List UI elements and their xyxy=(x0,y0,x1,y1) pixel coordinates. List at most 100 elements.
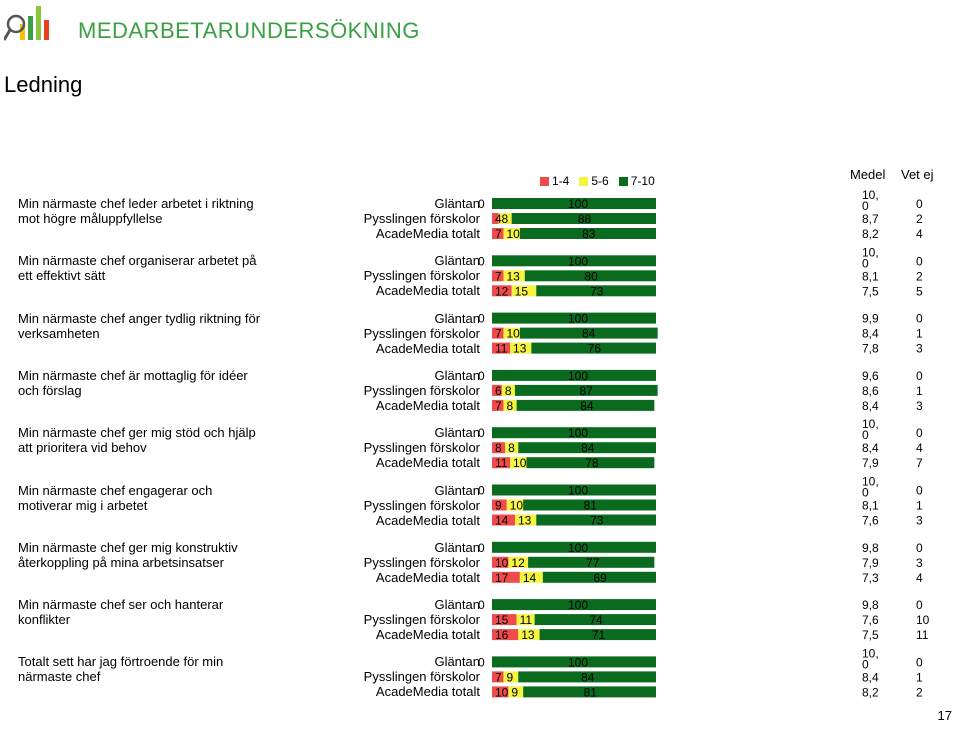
data-label-mid: 8 xyxy=(505,384,512,398)
group-label: Pysslingen förskolor xyxy=(363,497,480,513)
mean-value: 8,4 xyxy=(862,399,879,413)
vet-ej-value: 7 xyxy=(916,456,923,470)
data-label-low: 15 xyxy=(495,613,509,627)
group-label: AcadeMedia totalt xyxy=(375,627,480,643)
data-label-low: 10 xyxy=(495,556,509,570)
group-label: Pysslingen förskolor xyxy=(363,268,480,284)
bar-segment-low xyxy=(492,614,517,626)
mean-value: 7,3 xyxy=(862,571,879,585)
bar-segment-mid xyxy=(503,671,519,683)
mean-value: 8,4 xyxy=(862,441,879,455)
mean-value: 10, xyxy=(862,188,879,202)
data-label-high: 100 xyxy=(568,426,588,440)
bar-segment-low xyxy=(492,571,520,583)
vet-ej-value: 0 xyxy=(916,541,923,555)
data-label-low: 7 xyxy=(495,399,502,413)
bar-segment-low xyxy=(492,686,509,698)
bar-segment-mid xyxy=(519,571,543,583)
group-label: Pysslingen förskolor xyxy=(363,440,480,456)
chart-legend: 1-4 5-6 7-10 xyxy=(540,174,655,188)
vet-ej-value: 2 xyxy=(916,212,923,226)
mean-value: 9,8 xyxy=(862,541,879,555)
bar-segment-mid xyxy=(510,457,527,469)
bar-segment-low xyxy=(492,514,515,526)
vet-ej-value: 0 xyxy=(916,426,923,440)
data-label-mid: 14 xyxy=(523,571,537,585)
legend-swatch-low xyxy=(540,177,549,187)
vet-ej-value: 4 xyxy=(916,571,923,585)
bar-segment-low xyxy=(492,629,519,641)
data-label-low: 8 xyxy=(495,441,502,455)
bar-segment-high xyxy=(492,484,656,496)
mean-value: 7,6 xyxy=(862,613,879,627)
data-label-mid: 10 xyxy=(506,327,520,341)
vet-ej-value: 2 xyxy=(916,269,923,283)
data-label-low: 11 xyxy=(495,456,508,470)
vet-ej-value: 1 xyxy=(916,670,923,684)
mean-value: 8,4 xyxy=(862,327,879,341)
data-label-high: 73 xyxy=(590,514,604,528)
vet-ej-value: 0 xyxy=(916,197,923,211)
mean-value: 8,1 xyxy=(862,269,879,283)
question-text: Min närmaste chef engagerar och motivera… xyxy=(18,482,213,513)
bar-segment-high xyxy=(523,499,656,511)
data-label-high: 73 xyxy=(590,284,604,298)
bar-segment-low xyxy=(492,213,499,224)
data-label-low: 16 xyxy=(495,628,509,642)
data-label-low: 17 xyxy=(495,571,509,585)
bar-segment-high xyxy=(518,442,656,454)
data-label-low: 6 xyxy=(495,384,502,398)
vet-ej-value: 4 xyxy=(916,227,923,241)
legend-swatch-high xyxy=(618,177,628,187)
question-text: Min närmaste chef ger mig stöd och hjälp… xyxy=(18,425,256,456)
data-label-low: 4 xyxy=(495,212,502,226)
bar-segment-high xyxy=(516,399,655,411)
legend-swatch-mid xyxy=(579,177,589,187)
data-label-low: 0 xyxy=(478,312,485,326)
bar-segment-mid xyxy=(516,614,535,626)
group-label: Gläntan xyxy=(434,367,480,383)
question-text: Min närmaste chef ger mig konstruktiv åt… xyxy=(18,539,238,570)
vet-ej-value: 0 xyxy=(916,598,923,612)
group-label: Gläntan xyxy=(434,539,480,555)
data-label-mid: 9 xyxy=(506,670,513,684)
vet-ej-value: 4 xyxy=(916,441,923,455)
mean-column-header: Medel xyxy=(850,167,886,182)
data-label-mid: 12 xyxy=(511,556,525,570)
group-label: AcadeMedia totalt xyxy=(375,684,480,700)
bar-segment-mid xyxy=(498,213,512,224)
mean-value: 10, xyxy=(862,646,879,660)
data-label-high: 76 xyxy=(588,342,602,356)
mean-value: 0 xyxy=(862,657,869,671)
data-label-high: 84 xyxy=(582,327,596,341)
vet-ej-value: 0 xyxy=(916,369,923,383)
brand-logo-icon xyxy=(4,6,49,41)
data-label-mid: 8 xyxy=(506,399,513,413)
bar-segment-low xyxy=(492,228,504,239)
data-label-high: 80 xyxy=(584,269,598,283)
data-label-high: 100 xyxy=(568,484,588,498)
bar-segment-mid xyxy=(514,514,537,526)
data-label-low: 7 xyxy=(495,227,502,241)
data-label-high: 100 xyxy=(568,541,588,555)
data-label-high: 77 xyxy=(586,556,600,570)
data-label-mid: 11 xyxy=(520,613,533,627)
data-label-low: 7 xyxy=(495,327,502,341)
data-label-low: 0 xyxy=(478,541,485,555)
data-label-high: 84 xyxy=(580,399,594,413)
mean-value: 8,6 xyxy=(862,384,879,398)
legend-label-mid: 5-6 xyxy=(591,174,609,188)
data-label-low: 0 xyxy=(478,426,485,440)
mean-value: 10, xyxy=(862,417,879,431)
data-label-high: 100 xyxy=(568,655,588,669)
bar-segment-high xyxy=(536,514,656,526)
group-label: Gläntan xyxy=(434,482,480,498)
vet-ej-value: 3 xyxy=(916,399,923,413)
vet-ej-value: 10 xyxy=(916,613,930,627)
data-label-high: 100 xyxy=(568,197,588,211)
vet-ej-value: 3 xyxy=(916,514,923,528)
group-label: Pysslingen förskolor xyxy=(363,554,480,570)
bar-segment-high xyxy=(539,629,656,641)
vet-ej-value: 1 xyxy=(916,327,923,341)
vet-ej-value: 1 xyxy=(916,499,923,513)
